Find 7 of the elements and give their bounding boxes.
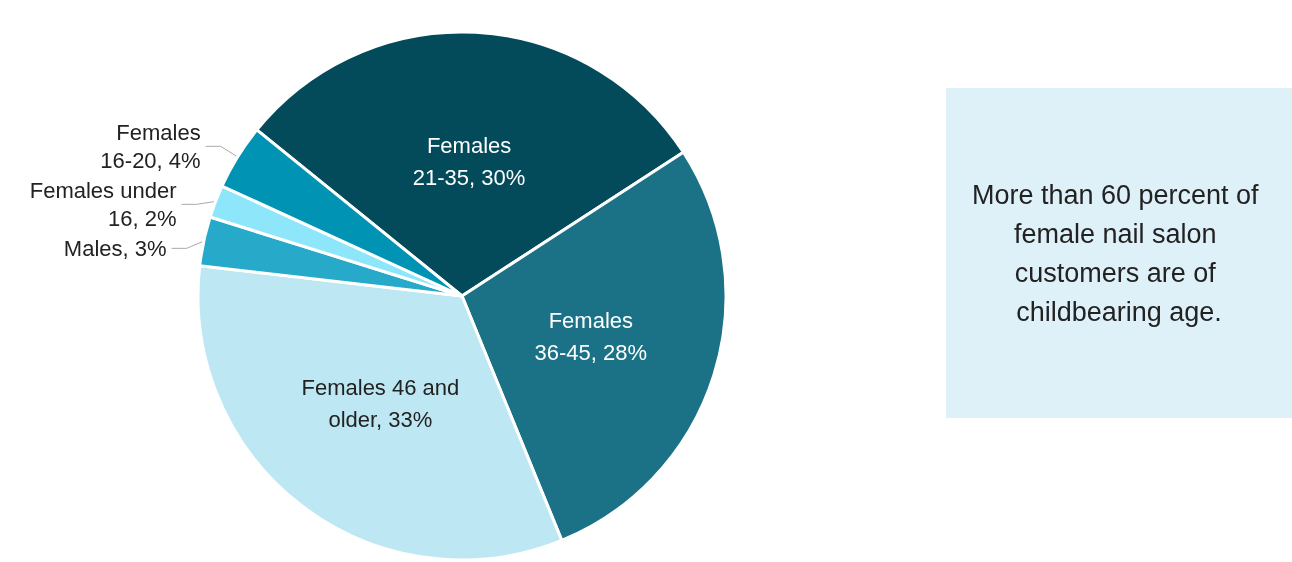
slice-label: Males, 3% (63, 235, 167, 261)
slice-label: Females 36-45, 28% (534, 307, 648, 365)
slice-label: Females 46 and older, 33% (301, 375, 460, 433)
text: More than 60 percent of female nail salon customers are of childbearing age. (971, 179, 1267, 327)
slice-label: Females under 16, 2% (29, 177, 177, 231)
slice-label: Females 21-35, 30% (412, 132, 526, 190)
slice-label: Females 16-20, 4% (100, 119, 201, 173)
